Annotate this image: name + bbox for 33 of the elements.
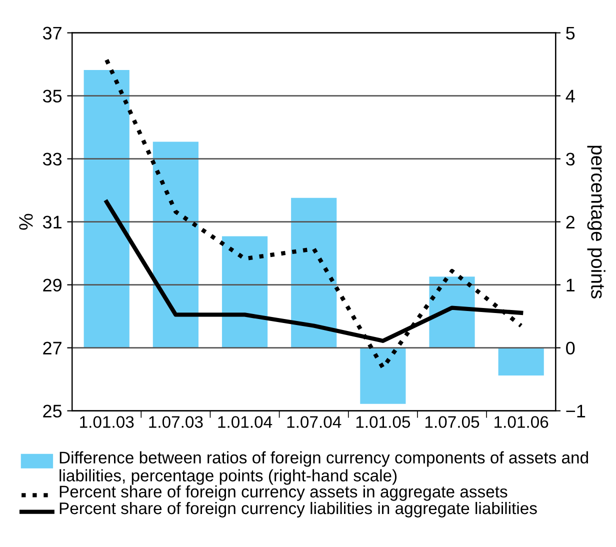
y-tick-label: 37 (42, 26, 62, 40)
legend-label: Difference between ratios of foreign currency components of assets and liabilities, percentage points (right-hand scale) (60, 451, 588, 485)
y-tick-label: 33 (42, 152, 62, 166)
bar (84, 70, 130, 348)
x-tick-label: 1.07.03 (149, 416, 203, 428)
y-tick-label: 35 (42, 90, 62, 103)
y-axis-title: % (19, 214, 33, 230)
legend-label: Percent share of foreign currency liabilities in aggregate liabilities (60, 502, 537, 518)
bar (222, 236, 268, 348)
legend-label: Percent share of foreign currency assets in aggregate assets (60, 485, 508, 501)
bar (360, 348, 406, 404)
y2-tick-label: 1 (566, 278, 575, 292)
x-tick-label: 1.01.05 (356, 416, 410, 428)
x-tick-label: 1.01.06 (494, 416, 548, 428)
bar (152, 142, 198, 348)
y2-tick-label: 3 (566, 152, 575, 166)
x-tick-label: 1.07.05 (425, 416, 480, 428)
x-tick-label: 1.07.04 (287, 416, 342, 428)
y-tick-label: 25 (43, 404, 62, 418)
y2-tick-label: 0 (566, 342, 575, 355)
y2-tick-label: 2 (566, 216, 574, 228)
y2-tick-label: 5 (566, 26, 575, 40)
x-tick-label: 1.01.04 (218, 416, 272, 428)
y2-axis-title: percentage points (587, 146, 606, 298)
bar (291, 198, 337, 348)
y2-tick-label: 4 (566, 90, 575, 102)
y-tick-label: 27 (43, 342, 62, 354)
y-tick-label: 31 (42, 216, 62, 229)
line-series (104, 58, 524, 370)
y-tick-label: 29 (43, 278, 62, 292)
x-tick-label: 1.01.03 (80, 416, 134, 428)
bar (498, 348, 544, 376)
y2-tick-label: −1 (566, 404, 586, 418)
